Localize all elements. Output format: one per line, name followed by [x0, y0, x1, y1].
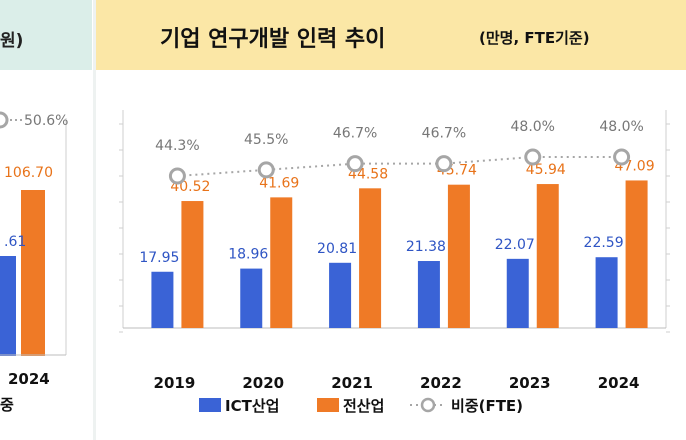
chart-title: 기업 연구개발 인력 추이	[160, 27, 386, 52]
x-tick-label-2022: 2022	[420, 374, 462, 392]
plot-area: 17.9540.52201918.9641.69202020.8144.5820…	[119, 110, 670, 392]
left-ratio-marker	[0, 111, 9, 129]
ratio-line	[177, 156, 622, 177]
legend-label-all: 전산업	[343, 397, 384, 415]
left-pct-label: 50.6%	[24, 113, 68, 129]
bar-ict-label-2023: 22.07	[495, 237, 535, 253]
ratio-point-2021	[346, 155, 364, 173]
x-tick-label-2021: 2021	[331, 374, 373, 392]
ratio-label-2022: 46.7%	[422, 126, 466, 142]
x-tick-label-2020: 2020	[242, 374, 284, 392]
bar-all-2021	[359, 188, 382, 328]
legend: ICT산업 전산업 비중(FTE)	[199, 397, 523, 415]
x-tick-label-2019: 2019	[154, 374, 196, 392]
ratio-point-2020	[257, 161, 275, 179]
bar-all-label-2023: 45.94	[526, 162, 566, 178]
left-chart-header: 원)	[0, 0, 92, 70]
x-tick-label-2023: 2023	[509, 374, 551, 392]
bar-ict-label-2024: 22.59	[584, 235, 624, 251]
ratio-label-2019: 44.3%	[155, 138, 199, 154]
bar-all-2019	[181, 201, 204, 328]
bar-ict-label-2020: 18.96	[228, 247, 268, 263]
bar-ict-2021	[329, 262, 352, 328]
bar-ict-label-2021: 20.81	[317, 241, 357, 257]
left-chart-panel: 원)	[0, 0, 92, 440]
left-bar-all-label: 106.70	[4, 165, 53, 181]
left-bar-ict	[0, 256, 16, 356]
legend-marker-ratio	[420, 397, 436, 413]
ratio-label-2024: 48.0%	[599, 119, 643, 135]
ratio-point-2024	[613, 148, 631, 166]
bar-all-2024	[625, 180, 648, 328]
chart-header	[96, 0, 686, 70]
left-partial-chart: 50.6% .61 106.70 2024 중	[0, 111, 68, 414]
bar-ict-2023	[506, 258, 529, 328]
chart-subtitle: (만명, FTE기준)	[479, 29, 590, 47]
left-bar-all	[21, 190, 45, 356]
ratio-label-2023: 48.0%	[511, 119, 555, 135]
bar-ict-2020	[240, 268, 263, 328]
left-bottom-fragment: 중	[0, 396, 14, 414]
ratio-point-2019	[168, 167, 186, 185]
left-bar-ict-label: .61	[4, 234, 26, 250]
bar-ict-2022	[417, 261, 440, 328]
legend-swatch-all	[317, 398, 339, 412]
bar-ict-label-2022: 21.38	[406, 239, 446, 255]
bar-all-2022	[447, 184, 470, 328]
ratio-label-2021: 46.7%	[333, 126, 377, 142]
x-tick-label-2024: 2024	[598, 374, 640, 392]
legend-label-ict: ICT산업	[225, 397, 279, 415]
bar-all-2023	[536, 184, 559, 328]
left-chart-header-text: 원)	[0, 31, 24, 51]
legend-swatch-ict	[199, 398, 221, 412]
left-year-label: 2024	[8, 370, 50, 388]
ratio-point-2022	[435, 155, 453, 173]
panel-divider	[93, 0, 96, 440]
bar-all-label-2020: 41.69	[259, 175, 299, 191]
bar-ict-2024	[595, 257, 618, 328]
bar-ict-label-2019: 17.95	[139, 250, 179, 266]
ratio-point-2023	[524, 148, 542, 166]
bar-all-2020	[270, 197, 293, 328]
bar-ict-2019	[151, 271, 174, 328]
legend-label-ratio: 비중(FTE)	[451, 397, 523, 415]
ratio-label-2020: 45.5%	[244, 132, 288, 148]
